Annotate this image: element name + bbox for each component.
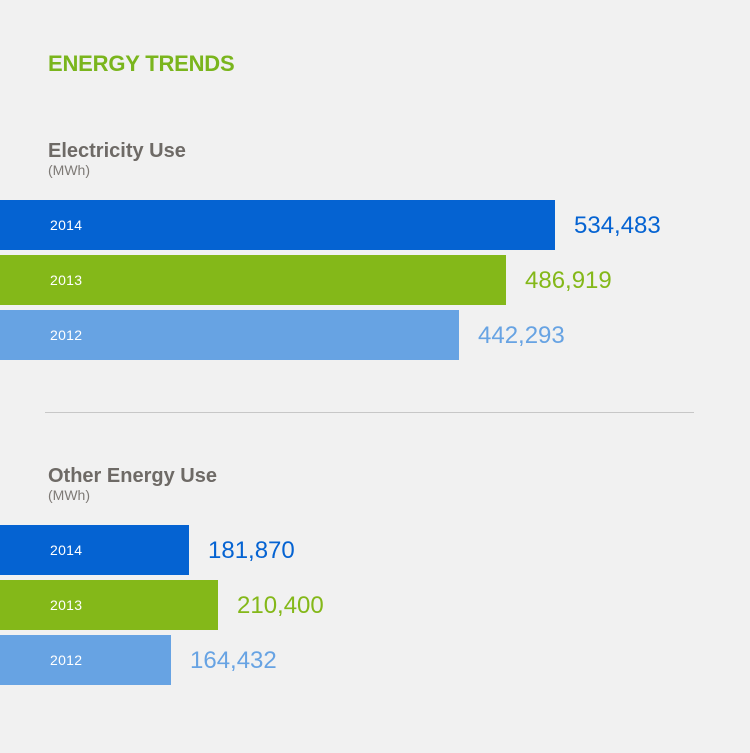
- bar-2013: 2013: [0, 255, 506, 305]
- chart-title: Other Energy Use: [48, 465, 217, 487]
- bar-category-label: 2014: [50, 542, 83, 558]
- bar-value-label: 442,293: [478, 322, 565, 349]
- page-title: ENERGY TRENDS: [48, 51, 235, 76]
- bar-value-label: 486,919: [525, 267, 612, 294]
- bar-value-label: 210,400: [237, 592, 324, 619]
- bar-2012: 2012: [0, 635, 171, 685]
- bar-category-label: 2013: [50, 272, 83, 288]
- bar-category-label: 2012: [50, 652, 83, 668]
- bar-value-label: 181,870: [208, 537, 295, 564]
- bar-value-label: 534,483: [574, 212, 661, 239]
- bar-2013: 2013: [0, 580, 218, 630]
- bar-category-label: 2012: [50, 327, 83, 343]
- bar-2014: 2014: [0, 525, 189, 575]
- bar-category-label: 2013: [50, 597, 83, 613]
- other-energy-use-chart: Other Energy Use (MWh) 2014 181,870 2013 21…: [0, 464, 750, 694]
- chart-title: Electricity Use: [48, 140, 186, 162]
- bar-category-label: 2014: [50, 217, 83, 233]
- chart-unit: (MWh): [48, 487, 90, 503]
- bar-value-label: 164,432: [190, 647, 277, 674]
- bar-2012: 2012: [0, 310, 459, 360]
- bar-2014: 2014: [0, 200, 555, 250]
- electricity-use-chart: Electricity Use (MWh) 2014 534,483 2013 486…: [0, 139, 750, 369]
- chart-unit: (MWh): [48, 162, 90, 178]
- section-divider: [45, 412, 694, 413]
